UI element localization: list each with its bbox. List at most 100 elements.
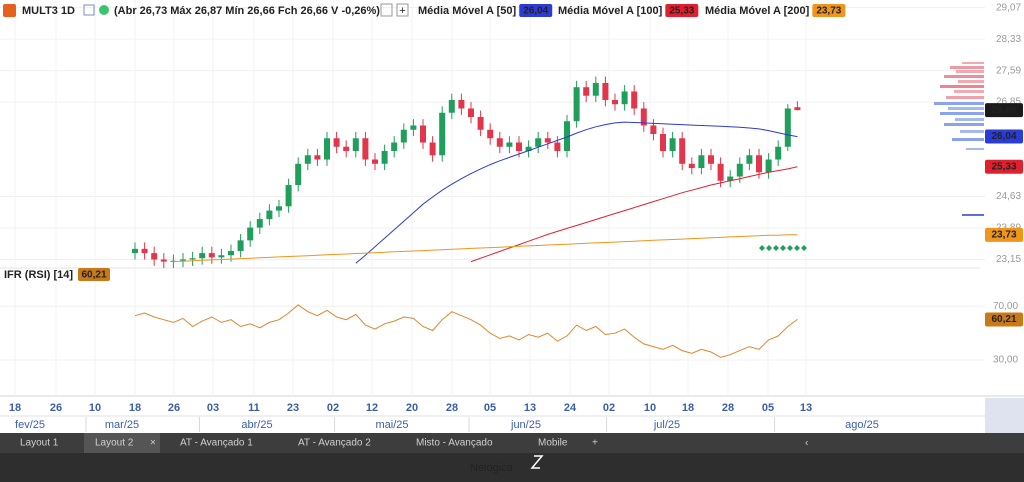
candle-body bbox=[141, 248, 148, 254]
legend-badge-label: 23,73 bbox=[816, 6, 841, 17]
scroll-tabs[interactable]: ‹ bbox=[805, 438, 808, 449]
candle-body bbox=[333, 138, 340, 147]
x-tick-label: 18 bbox=[129, 402, 141, 414]
x-tick-label: 05 bbox=[762, 402, 774, 414]
candle-body bbox=[208, 253, 215, 258]
price-badge bbox=[985, 129, 1023, 144]
moving-average bbox=[355, 121, 798, 264]
x-tick-label: 28 bbox=[446, 402, 458, 414]
profile-bar bbox=[948, 107, 984, 110]
candle-body bbox=[708, 155, 714, 164]
candle-body bbox=[592, 82, 599, 96]
tab[interactable]: Layout 1 bbox=[20, 438, 59, 449]
candle-body bbox=[583, 87, 590, 96]
x-tick-label: 10 bbox=[89, 402, 101, 414]
legend-badge bbox=[812, 4, 846, 17]
candle-body bbox=[256, 219, 263, 228]
corner-box bbox=[985, 398, 1024, 433]
candle-body bbox=[352, 138, 359, 152]
moving-average bbox=[470, 166, 798, 263]
candle-body bbox=[765, 159, 772, 173]
month-label: abr/25 bbox=[241, 419, 272, 431]
rsi-line bbox=[134, 304, 798, 358]
candle-body bbox=[410, 125, 417, 130]
status-dot bbox=[99, 5, 109, 15]
candle-body bbox=[266, 210, 273, 220]
x-tick-label: 10 bbox=[644, 402, 656, 414]
x-tick-label: 13 bbox=[800, 402, 812, 414]
legend-badge bbox=[665, 4, 699, 17]
profile-bar bbox=[962, 62, 984, 64]
candle-body bbox=[717, 163, 724, 181]
price-badge bbox=[985, 227, 1023, 242]
brand: Nelogica bbox=[470, 462, 514, 474]
y-tick-label: 28,33 bbox=[996, 34, 1021, 45]
moving-average bbox=[173, 234, 798, 263]
close-tab[interactable]: × bbox=[150, 438, 156, 449]
candle-body bbox=[132, 248, 138, 254]
rsi-title: IFR (RSI) [14] bbox=[4, 269, 73, 281]
legend-entry: Média Móvel A [100] bbox=[558, 5, 663, 17]
candle-body bbox=[756, 155, 762, 173]
y-tick-label: 24,63 bbox=[996, 191, 1021, 202]
candle-body bbox=[544, 138, 551, 143]
candle-body bbox=[660, 134, 666, 152]
candle-body bbox=[727, 176, 734, 181]
candle-body bbox=[276, 206, 282, 211]
tab[interactable]: Misto - Avançado bbox=[416, 438, 493, 449]
candle-body bbox=[468, 108, 474, 117]
x-tick-label: 26 bbox=[168, 402, 180, 414]
profile-bar bbox=[950, 66, 984, 69]
y-tick-label: 70,00 bbox=[993, 301, 1018, 312]
x-tick-label: 11 bbox=[248, 402, 260, 414]
x-tick-label: 02 bbox=[603, 402, 615, 414]
tab[interactable]: AT - Avançado 2 bbox=[298, 438, 371, 449]
signal-markers bbox=[759, 245, 807, 251]
tab[interactable]: Mobile bbox=[538, 438, 568, 449]
rsi-axis-badge-label: 60,21 bbox=[991, 314, 1016, 325]
candle-body bbox=[228, 250, 234, 256]
month-label: jun/25 bbox=[510, 419, 541, 431]
price-badge bbox=[985, 159, 1023, 174]
profile-bar bbox=[952, 138, 984, 141]
month-label: ago/25 bbox=[845, 419, 879, 431]
profile-bar bbox=[946, 96, 984, 99]
candle-body bbox=[180, 259, 186, 261]
candle-body bbox=[736, 163, 743, 177]
candle-body bbox=[535, 138, 542, 147]
candle-body bbox=[775, 146, 782, 160]
profile-bar bbox=[960, 130, 984, 133]
candle-body bbox=[602, 82, 609, 100]
price-badge bbox=[985, 103, 1023, 118]
candle-body bbox=[698, 155, 705, 169]
price-badge-label: 23,73 bbox=[991, 229, 1016, 240]
y-tick-label: 23,15 bbox=[996, 254, 1021, 265]
add-button[interactable] bbox=[396, 3, 409, 17]
candle-body bbox=[650, 125, 657, 134]
tab[interactable]: Layout 2 bbox=[95, 438, 134, 449]
x-tick-label: 18 bbox=[682, 402, 694, 414]
tab[interactable]: AT - Avançado 1 bbox=[180, 438, 253, 449]
candle-body bbox=[496, 138, 503, 147]
month-label: mai/25 bbox=[375, 419, 408, 431]
candle-body bbox=[400, 129, 407, 143]
collapse-button[interactable] bbox=[380, 3, 393, 17]
candle-body bbox=[448, 99, 455, 113]
month-label: fev/25 bbox=[15, 419, 45, 431]
icon[interactable] bbox=[83, 4, 95, 16]
candle-body bbox=[564, 121, 570, 152]
month-label: jul/25 bbox=[653, 419, 680, 431]
candle-body bbox=[612, 99, 618, 105]
rsi-badge-label: 60,21 bbox=[81, 270, 106, 281]
active-tab[interactable] bbox=[84, 433, 160, 453]
candle-body bbox=[573, 87, 580, 122]
add-tab[interactable]: + bbox=[592, 438, 598, 449]
profile-bar bbox=[966, 148, 984, 150]
rsi-axis-badge bbox=[985, 312, 1023, 327]
x-tick-label: 18 bbox=[9, 402, 21, 414]
candle-body bbox=[794, 107, 801, 111]
candle-body bbox=[640, 108, 647, 126]
profile-bar bbox=[940, 112, 984, 115]
